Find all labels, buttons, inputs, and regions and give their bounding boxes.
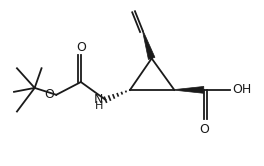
Text: O: O [76, 41, 86, 53]
Text: O: O [199, 123, 209, 136]
Text: O: O [44, 88, 54, 101]
Polygon shape [174, 86, 204, 93]
Polygon shape [143, 31, 155, 59]
Text: OH: OH [232, 83, 252, 96]
Text: H: H [95, 101, 103, 111]
Text: N: N [94, 93, 103, 106]
